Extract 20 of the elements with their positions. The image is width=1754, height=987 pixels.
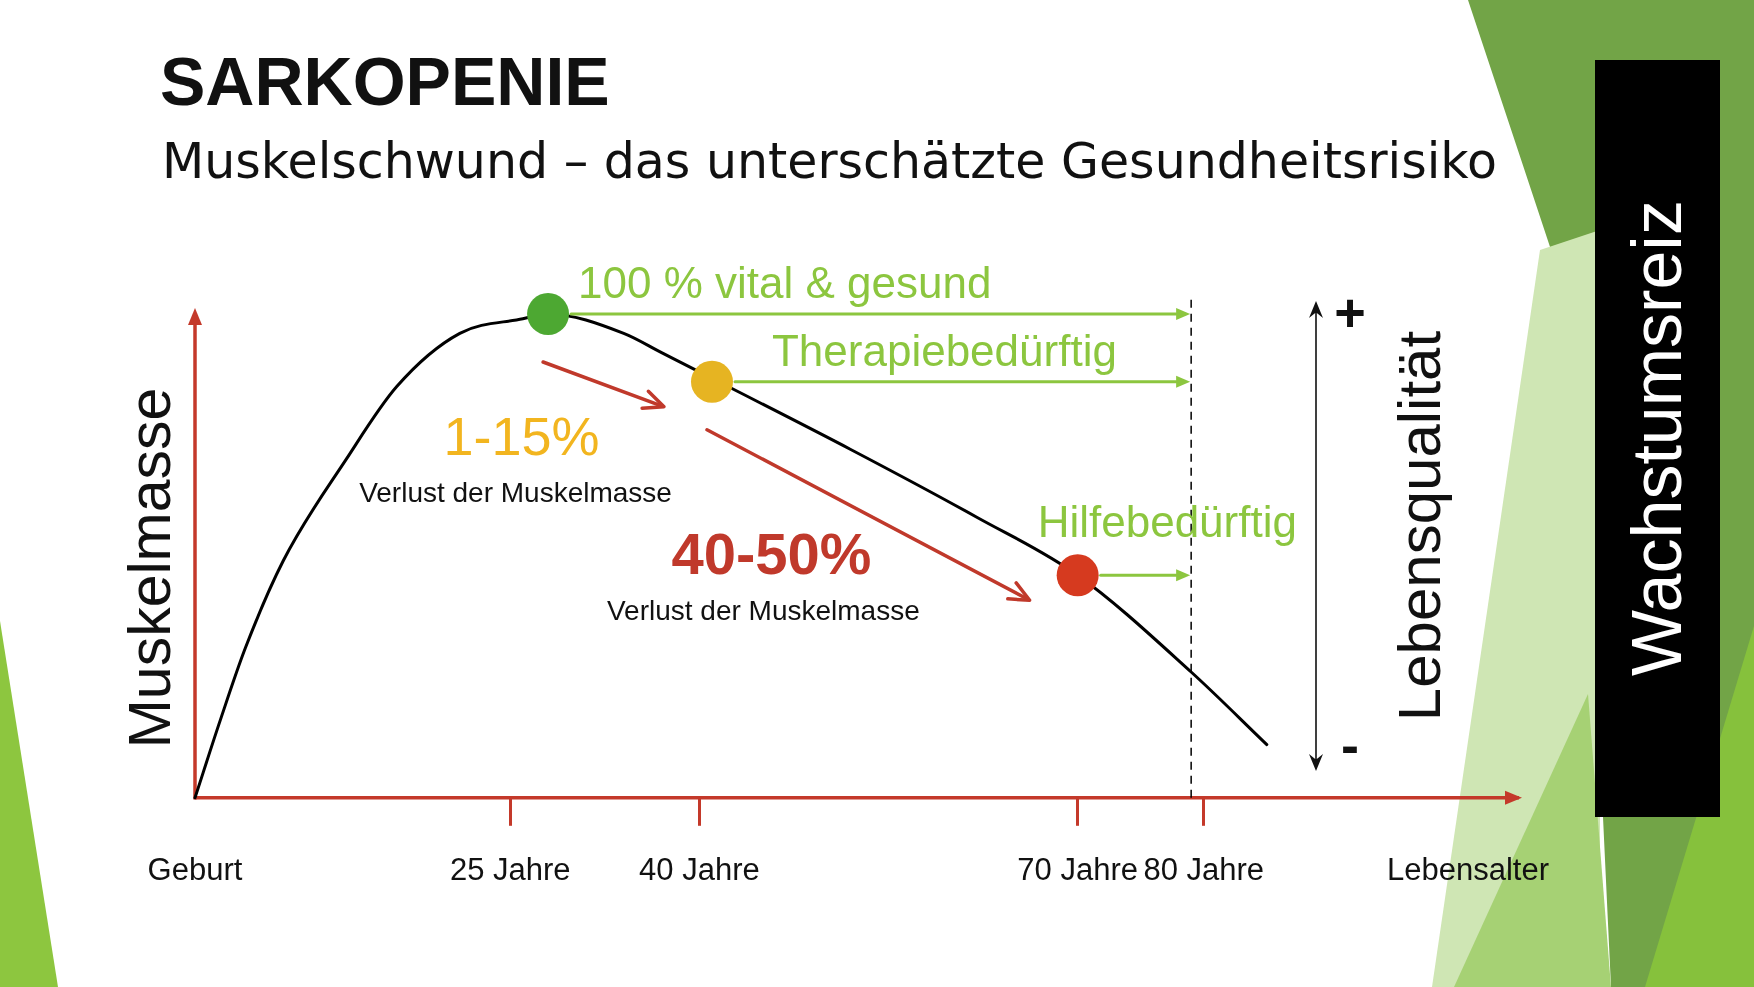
chart-title: SARKOPENIE (160, 43, 610, 119)
annotation: 40-50% (671, 520, 872, 586)
annotation: Verlust der Muskelmasse (359, 477, 672, 509)
annotation: 100 % vital & gesund (578, 258, 992, 307)
x-axis-title: Lebensalter (1386, 851, 1550, 887)
annotation: + (1334, 282, 1366, 342)
annotation: Therapiebedürftig (771, 325, 1117, 375)
annotation: Lebensqualität (1386, 330, 1453, 722)
x-tick-label: Geburt (147, 851, 243, 887)
annotation: 1-15% (443, 406, 600, 467)
annotation: Hilfebedürftig (1037, 497, 1297, 547)
x-tick-label: 25 Jahre (449, 851, 571, 887)
annotation: Verlust der Muskelmasse (606, 594, 920, 626)
annotation: - (1341, 715, 1359, 775)
x-tick-label: 70 Jahre (1017, 851, 1138, 887)
x-tick-label: 40 Jahre (639, 851, 760, 887)
chart-subtitle: Muskelschwund – das unterschätzte Gesundheitsrisiko (162, 133, 1497, 190)
x-tick-label: 80 Jahre (1143, 851, 1265, 887)
text: Wachstumsreiz (1618, 200, 1696, 676)
y-axis-title: Muskelmasse (116, 387, 183, 749)
